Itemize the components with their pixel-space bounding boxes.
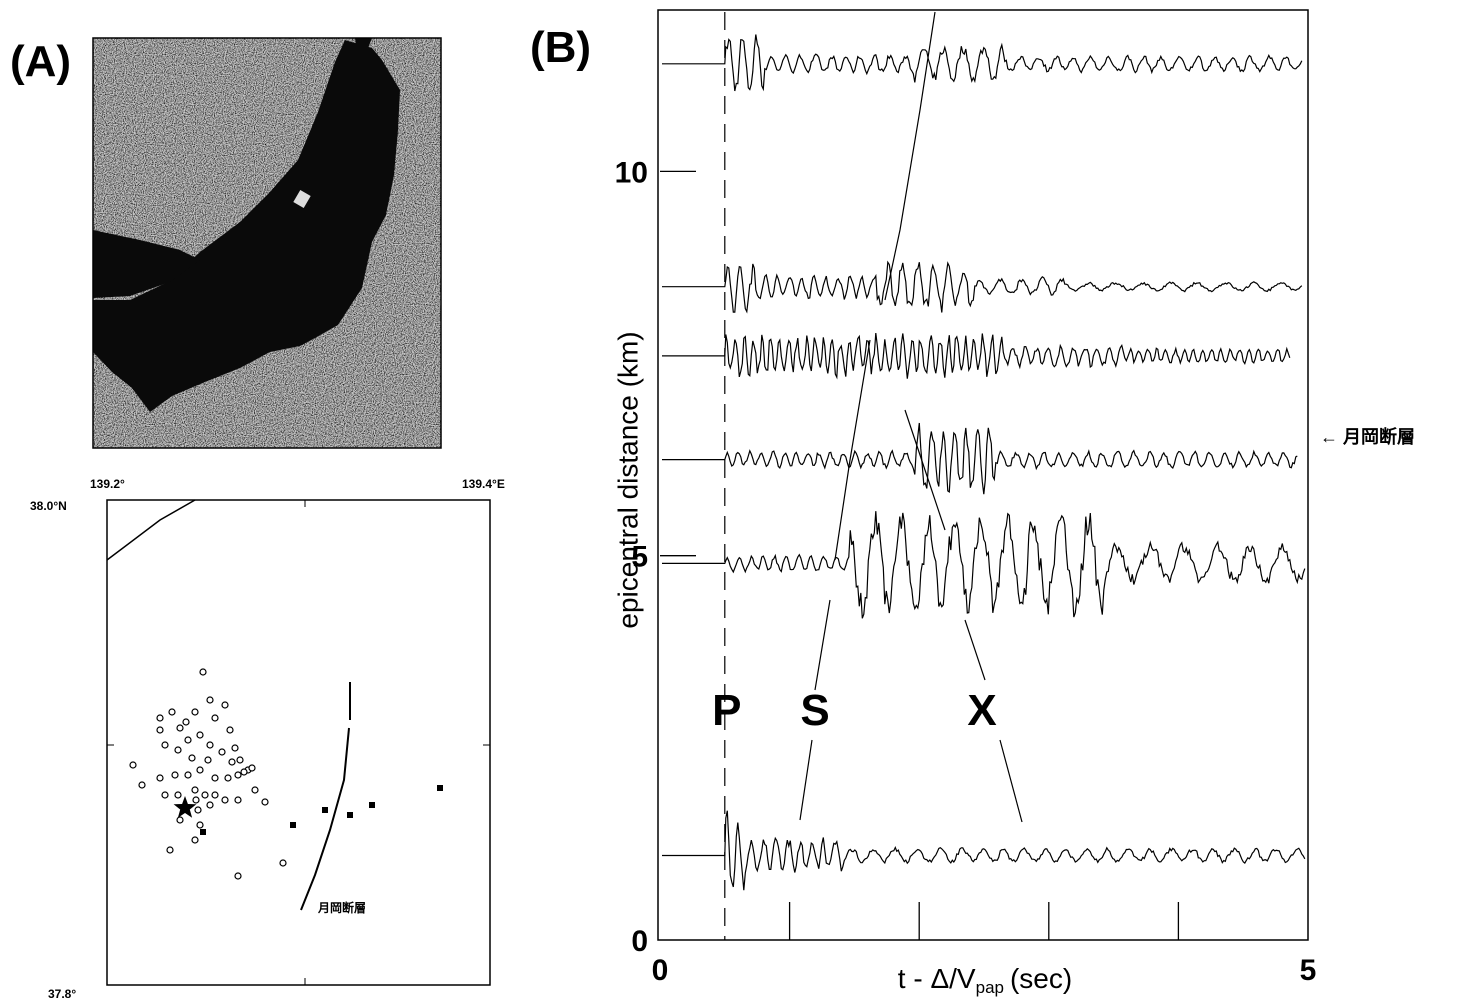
epicenter (193, 797, 199, 803)
epicenter (212, 775, 218, 781)
epicenter (212, 715, 218, 721)
epicenter (262, 799, 268, 805)
epicenter (169, 709, 175, 715)
epicenter (252, 787, 258, 793)
traces (662, 35, 1305, 891)
epicenter (192, 787, 198, 793)
epicenter (172, 772, 178, 778)
y-axis-label: epicentral distance (km) (612, 331, 643, 628)
epicenter (130, 762, 136, 768)
x-tick-label: 5 (1300, 954, 1317, 987)
epicenter (222, 702, 228, 708)
x-tick-label: 0 (652, 954, 669, 987)
plot-frame (658, 10, 1308, 940)
epicenter (157, 775, 163, 781)
epicenter (157, 715, 163, 721)
x-axis-label: t - Δ/Vpap (sec) (898, 963, 1072, 997)
station (437, 785, 443, 791)
lat-label: 38.0°N (30, 499, 67, 513)
epicenter (280, 860, 286, 866)
x-axis-unit: (sec) (1010, 963, 1072, 994)
epicenter (212, 792, 218, 798)
epicenter (162, 792, 168, 798)
epicenter (192, 709, 198, 715)
epicenter (195, 807, 201, 813)
epicenter (237, 757, 243, 763)
epicenter (241, 769, 247, 775)
epicenter (177, 725, 183, 731)
lon-label: 139.2° (90, 477, 125, 491)
seismic-trace (662, 333, 1290, 379)
epicenter (185, 772, 191, 778)
epicenter (207, 697, 213, 703)
phase-label: P (712, 686, 741, 735)
local-map: 139.2° 139.4°E 38.0°N 37.8° 月岡断層 (30, 477, 505, 1001)
epicenter (139, 782, 145, 788)
phase-label: S (800, 686, 829, 735)
station (347, 812, 353, 818)
y-tick-label: 0 (631, 925, 648, 958)
epicenter (200, 669, 206, 675)
phase-label: X (967, 686, 996, 735)
station (200, 829, 206, 835)
epicenter (207, 742, 213, 748)
epicenter (202, 792, 208, 798)
epicenter (249, 765, 255, 771)
epicenter (185, 737, 191, 743)
seismic-trace (662, 811, 1305, 891)
figure: (A) 139.2° 139.4°E 38.0°N 37.8° 月岡断層 (B)… (0, 0, 1457, 1001)
epicenter (235, 873, 241, 879)
epicenter (222, 797, 228, 803)
seismic-trace (662, 262, 1302, 312)
fault-trace (301, 682, 350, 910)
epicenter (235, 772, 241, 778)
panel-label: (B) (530, 23, 591, 72)
epicenter (219, 749, 225, 755)
y-tick-label: 5 (631, 541, 648, 574)
seismic-trace (662, 423, 1297, 494)
epicenter (197, 732, 203, 738)
x-axis-subscript: pap (976, 978, 1004, 997)
epicenter (197, 767, 203, 773)
epicenter (229, 759, 235, 765)
epicenter (225, 775, 231, 781)
station (322, 807, 328, 813)
fault-label: 月岡断層 (317, 900, 366, 915)
seismic-trace (662, 511, 1305, 618)
epicenter (175, 792, 181, 798)
lon-label: 139.4°E (462, 477, 505, 491)
epicenter (232, 745, 238, 751)
epicenter (192, 837, 198, 843)
epicenter (197, 822, 203, 828)
panel-label: (A) (10, 37, 71, 86)
lat-label: 37.8° (48, 987, 76, 1001)
epicenter (227, 727, 233, 733)
epicenter (207, 802, 213, 808)
station (369, 802, 375, 808)
epicenter (177, 817, 183, 823)
epicenter (167, 847, 173, 853)
japan-map (93, 38, 441, 448)
x-axis-main: t - Δ/V (898, 963, 976, 994)
seismic-trace (662, 35, 1302, 92)
epicenter (189, 755, 195, 761)
epicenter (162, 742, 168, 748)
fault-annotation: ← 月岡断層 (1320, 426, 1415, 447)
epicenter (183, 719, 189, 725)
epicenter (205, 757, 211, 763)
events (130, 669, 443, 879)
station (290, 822, 296, 828)
y-tick-label: 10 (615, 156, 648, 189)
epicenter (235, 797, 241, 803)
epicenter (157, 727, 163, 733)
coastline (107, 500, 195, 560)
epicenter (175, 747, 181, 753)
